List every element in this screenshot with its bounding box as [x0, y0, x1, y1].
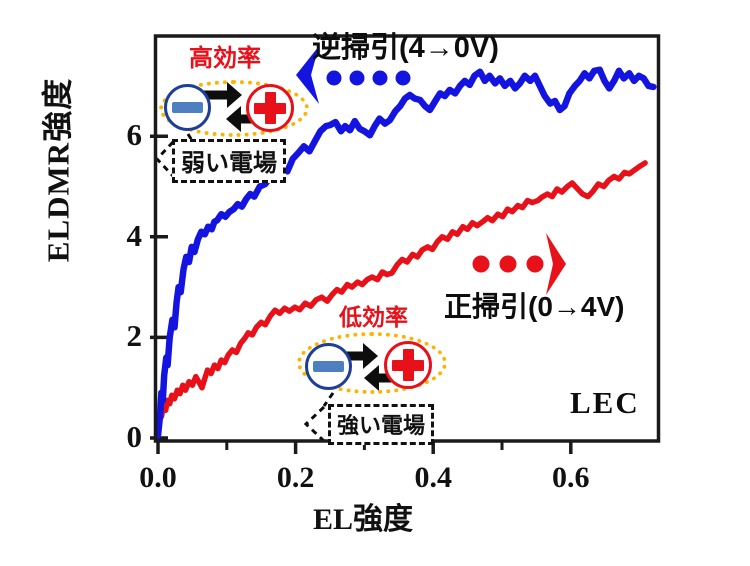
strong-field-box: 強い電場: [328, 404, 435, 445]
curve-blue: [154, 66, 657, 439]
y-tick-label: 6: [126, 117, 143, 153]
y-tick-label: 4: [126, 217, 143, 253]
upper-electron-minus-icon: [164, 84, 211, 131]
high-efficiency-label: 高効率: [189, 45, 261, 72]
upper-exciton-ellipse: [159, 80, 309, 137]
y-tick-label: 0: [126, 419, 143, 454]
forward-sweep-arrow-icon: [472, 233, 566, 295]
x-tick-label: 0.0: [139, 461, 177, 494]
data-curves: [154, 66, 657, 439]
forward-sweep-label: 正掃引(0→4V): [444, 291, 625, 322]
weak-field-box: 弱い電場: [172, 139, 286, 183]
y-axis-label: ELDMR強度: [40, 77, 76, 263]
upper-hole-plus-icon: [246, 84, 294, 132]
plus-icon: [392, 349, 424, 381]
device-type-label: LEC: [570, 385, 640, 420]
x-tick-label: 0.6: [552, 461, 590, 494]
x-tick-label: 0.4: [414, 461, 452, 494]
curve-red: [155, 160, 648, 436]
weak-field-label: 弱い電場: [181, 150, 277, 177]
strong-field-arrow-icon: [303, 392, 335, 443]
minus-icon: [172, 102, 203, 113]
lower-exciton-ellipse: [297, 332, 447, 394]
minus-icon: [313, 361, 344, 372]
strong-field-label: 強い電場: [337, 413, 426, 438]
reverse-sweep-arrow-icon: [296, 46, 411, 104]
plus-icon: [254, 92, 286, 124]
low-efficiency-label: 低効率: [339, 304, 408, 330]
reverse-sweep-label: 逆掃引(4→0V): [312, 32, 499, 64]
lower-electron-minus-icon: [305, 343, 352, 390]
x-tick-label: 0.2: [276, 461, 315, 494]
lower-hole-plus-icon: [384, 341, 432, 389]
x-axis-label: EL強度: [312, 503, 414, 536]
y-tick-label: 2: [126, 318, 143, 354]
